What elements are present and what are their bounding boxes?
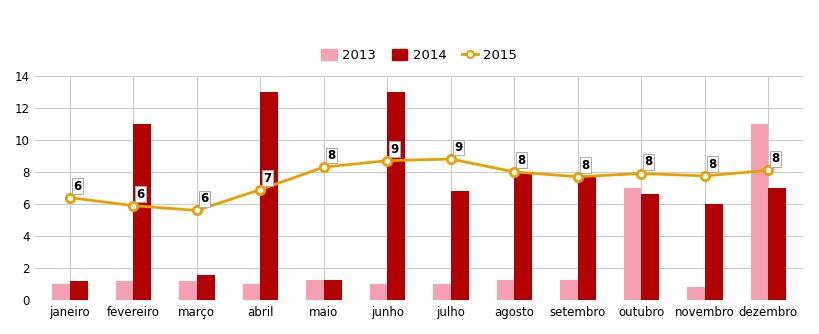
Bar — [306, 280, 324, 301]
Text: 8: 8 — [518, 154, 526, 167]
Bar — [450, 191, 468, 301]
Bar — [179, 281, 197, 301]
Bar — [705, 204, 722, 301]
Text: 8: 8 — [645, 156, 653, 168]
Text: 6: 6 — [137, 188, 145, 201]
Bar — [560, 280, 578, 301]
Text: 8: 8 — [708, 158, 717, 171]
Bar — [70, 281, 88, 301]
Bar — [433, 284, 450, 301]
Bar — [133, 124, 151, 301]
Bar — [578, 177, 595, 301]
Text: 9: 9 — [391, 143, 399, 156]
Text: 6: 6 — [73, 180, 81, 193]
Bar — [324, 280, 342, 301]
Bar — [514, 172, 532, 301]
Bar — [115, 281, 133, 301]
Bar — [623, 188, 641, 301]
Text: 6: 6 — [200, 192, 208, 205]
Bar — [242, 284, 260, 301]
Bar — [52, 284, 70, 301]
Text: 8: 8 — [771, 152, 780, 165]
Text: 8: 8 — [581, 159, 589, 172]
Bar — [687, 287, 705, 301]
Bar — [369, 284, 387, 301]
Text: 7: 7 — [264, 172, 272, 185]
Bar — [387, 92, 405, 301]
Text: 8: 8 — [327, 149, 335, 162]
Bar — [750, 124, 768, 301]
Bar — [496, 280, 514, 301]
Bar — [260, 92, 278, 301]
Bar — [641, 194, 659, 301]
Bar — [768, 188, 786, 301]
Bar — [197, 275, 215, 301]
Legend: 2013, 2014, 2015: 2013, 2014, 2015 — [315, 44, 523, 67]
Text: 9: 9 — [454, 141, 462, 154]
